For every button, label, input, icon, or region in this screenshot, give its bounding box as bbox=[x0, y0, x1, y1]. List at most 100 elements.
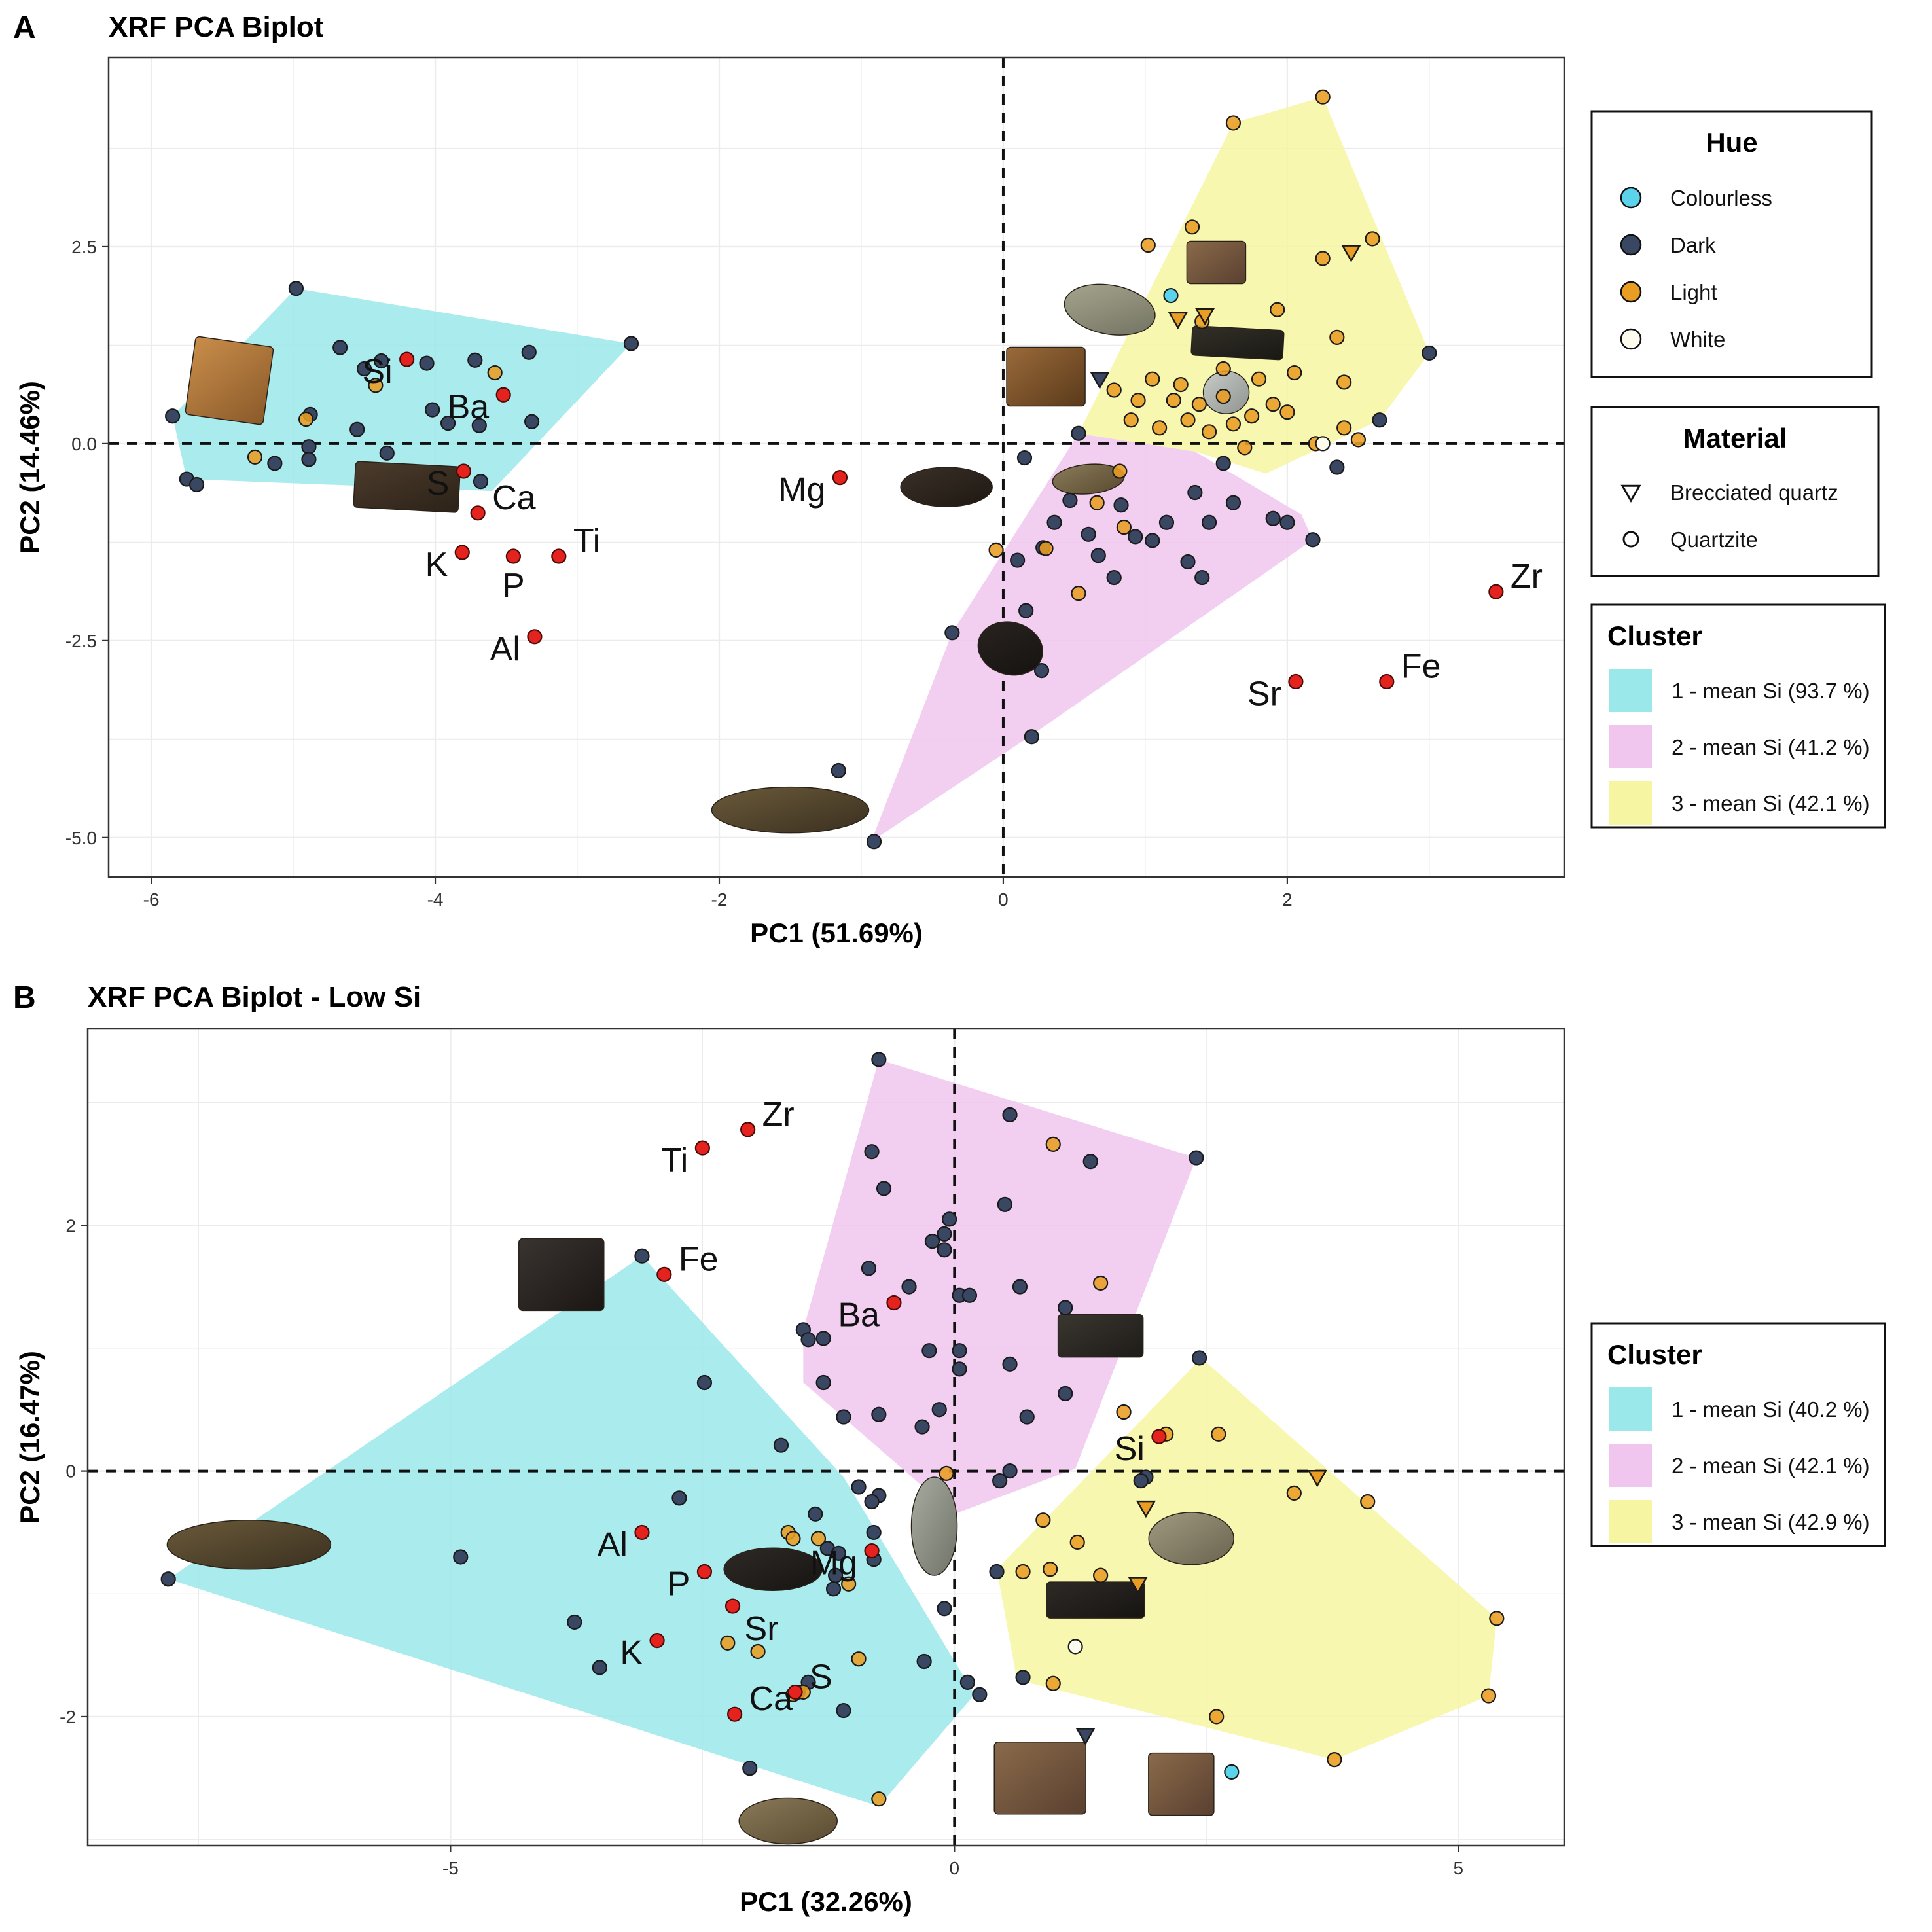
data-point bbox=[916, 1653, 932, 1670]
data-point bbox=[425, 402, 440, 418]
data-point bbox=[349, 421, 365, 437]
data-point bbox=[800, 1332, 816, 1348]
data-point bbox=[487, 365, 503, 381]
data-point bbox=[453, 1549, 469, 1565]
data-point bbox=[301, 452, 317, 467]
panel-b: B XRF PCA Biplot - Low Si Zr Ti Fe Ba Si Mg Al P S… bbox=[13, 980, 1565, 1917]
variable-label-s: S bbox=[427, 465, 450, 503]
data-point bbox=[419, 355, 435, 371]
data-point bbox=[1315, 251, 1331, 266]
artefact-image bbox=[1064, 283, 1156, 336]
data-point bbox=[864, 1494, 880, 1510]
data-point bbox=[959, 1674, 975, 1690]
artefact-image bbox=[977, 621, 1043, 676]
data-point bbox=[1327, 1752, 1342, 1768]
variable-label-sr: Sr bbox=[745, 1610, 779, 1648]
data-point bbox=[1237, 440, 1253, 456]
data-point bbox=[1187, 484, 1203, 501]
data-point bbox=[298, 411, 314, 427]
data-point bbox=[524, 414, 540, 429]
data-point bbox=[247, 449, 263, 465]
variable-label-k: K bbox=[425, 546, 448, 584]
data-point bbox=[825, 1581, 842, 1597]
data-point bbox=[861, 1261, 877, 1276]
data-point bbox=[1130, 393, 1146, 408]
data-point bbox=[921, 1343, 937, 1359]
data-point bbox=[1033, 662, 1050, 679]
data-point bbox=[1071, 586, 1086, 601]
data-point bbox=[871, 1052, 887, 1067]
y-tick-label: 2.5 bbox=[71, 237, 97, 257]
data-point bbox=[1133, 1473, 1149, 1489]
data-point bbox=[1145, 371, 1160, 387]
data-point bbox=[1336, 420, 1352, 436]
data-point bbox=[1225, 115, 1242, 131]
data-point bbox=[815, 1374, 831, 1391]
data-point bbox=[1016, 450, 1033, 466]
cluster-hull-3 bbox=[997, 1357, 1497, 1760]
data-point bbox=[1106, 382, 1122, 398]
data-point bbox=[1180, 554, 1196, 570]
panel-b-artefact-images bbox=[166, 1238, 1234, 1845]
data-point bbox=[288, 281, 304, 296]
data-point bbox=[924, 1234, 940, 1249]
data-point bbox=[989, 1564, 1005, 1580]
data-point bbox=[931, 1402, 947, 1418]
data-point bbox=[939, 1465, 954, 1481]
variable-label-zr: Zr bbox=[762, 1096, 795, 1134]
data-point bbox=[1329, 459, 1345, 475]
artefact-image bbox=[518, 1238, 605, 1312]
data-point bbox=[1019, 1409, 1035, 1425]
data-point bbox=[379, 445, 395, 461]
panel-a-variable-loadings: Si Ba S Ca K P Ti Al Mg Zr Fe Sr bbox=[362, 351, 1543, 713]
data-point bbox=[1201, 514, 1217, 530]
variable-label-si: Si bbox=[1115, 1430, 1145, 1468]
data-point bbox=[831, 762, 846, 779]
data-point bbox=[1270, 302, 1285, 317]
data-point bbox=[1265, 397, 1281, 412]
y-tick-label: 0.0 bbox=[71, 434, 97, 454]
data-point bbox=[1305, 532, 1321, 548]
data-point bbox=[1191, 397, 1207, 412]
variable-point-mg bbox=[832, 470, 848, 486]
variable-point-s bbox=[456, 463, 472, 479]
x-tick-label: -6 bbox=[143, 889, 160, 910]
data-point bbox=[1189, 1150, 1204, 1166]
variable-point-zr bbox=[740, 1122, 756, 1137]
data-point bbox=[750, 1643, 766, 1660]
data-point bbox=[1015, 1564, 1031, 1580]
data-point bbox=[1329, 329, 1345, 345]
data-point bbox=[997, 1196, 1012, 1212]
variable-point-ba bbox=[886, 1295, 902, 1311]
data-point bbox=[1089, 495, 1105, 510]
artefact-image bbox=[1006, 346, 1086, 407]
panel-a-cluster-legend-swatch-3 bbox=[1609, 781, 1652, 825]
hue-legend-swatch-light bbox=[1620, 281, 1642, 303]
x-tick-label: 2 bbox=[1282, 889, 1293, 910]
data-point bbox=[1315, 89, 1331, 105]
data-point bbox=[944, 625, 960, 641]
data-point-triangle bbox=[1168, 312, 1188, 330]
variable-point-zr bbox=[1488, 584, 1504, 599]
data-point bbox=[1211, 1426, 1226, 1442]
panel-b-cluster-legend-swatch-2 bbox=[1609, 1444, 1652, 1487]
data-point bbox=[742, 1761, 758, 1776]
data-point bbox=[937, 1242, 952, 1258]
data-point bbox=[471, 418, 487, 433]
artefact-image bbox=[910, 1476, 958, 1576]
panel-a-artefact-images bbox=[185, 240, 1285, 834]
data-point bbox=[1140, 237, 1156, 253]
data-point bbox=[1336, 374, 1352, 390]
variable-point-si bbox=[1151, 1429, 1167, 1444]
panel-a-cluster-hulls bbox=[172, 97, 1429, 842]
data-point bbox=[1112, 463, 1128, 479]
data-point bbox=[1265, 510, 1281, 526]
data-point-triangle bbox=[1307, 1469, 1327, 1488]
data-point bbox=[1287, 365, 1302, 381]
data-point bbox=[952, 1361, 967, 1377]
data-point bbox=[1244, 408, 1260, 424]
data-point bbox=[952, 1343, 967, 1359]
data-point bbox=[1184, 219, 1200, 235]
panel-a-cluster-legend-label-2: 2 - mean Si (41.2 %) bbox=[1672, 735, 1870, 759]
variable-label-fe: Fe bbox=[1401, 647, 1441, 685]
